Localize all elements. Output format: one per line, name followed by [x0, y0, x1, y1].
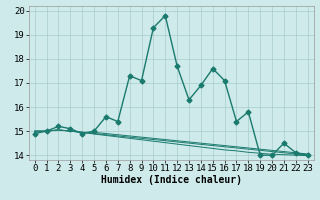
X-axis label: Humidex (Indice chaleur): Humidex (Indice chaleur)	[101, 175, 242, 185]
